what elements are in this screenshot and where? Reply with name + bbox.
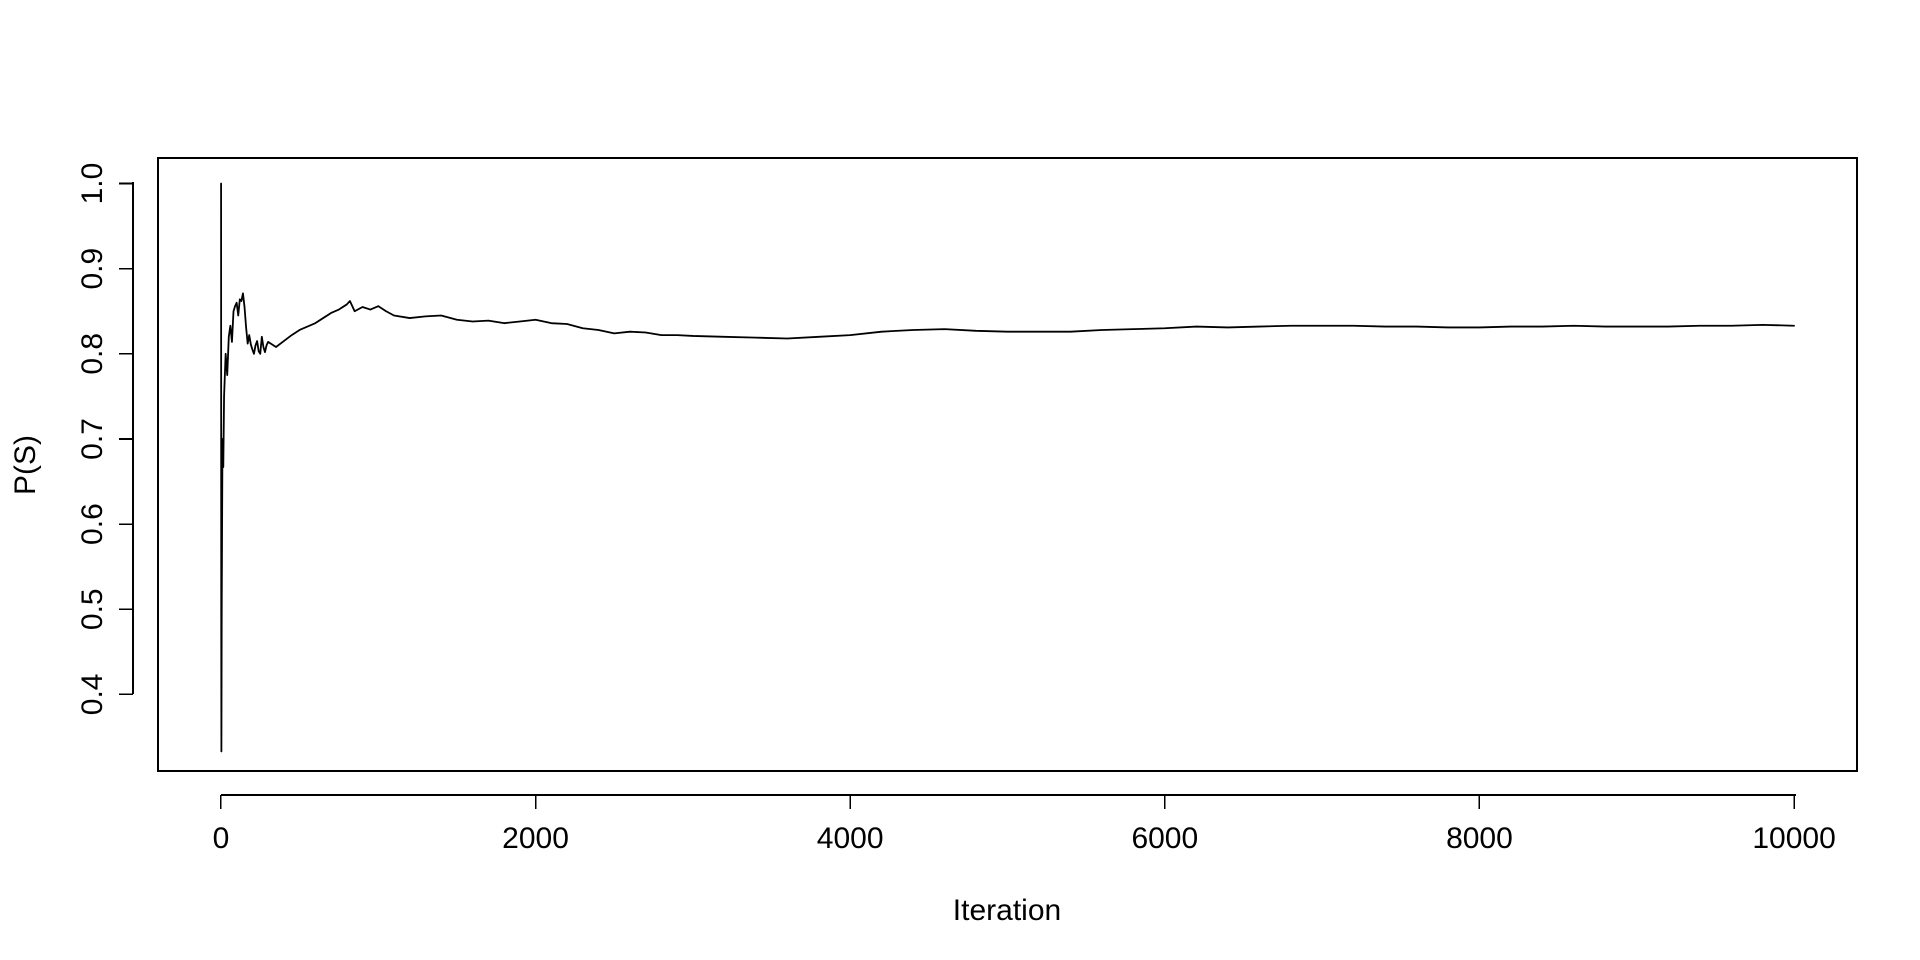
- x-tick-label: 6000: [1131, 822, 1198, 855]
- y-axis-title: P(S): [9, 435, 42, 495]
- y-tick-label: 0.8: [76, 333, 109, 375]
- y-tick-label: 0.7: [76, 418, 109, 460]
- y-tick-label: 0.5: [76, 588, 109, 630]
- x-axis-title: Iteration: [953, 894, 1061, 927]
- x-tick-label: 10000: [1752, 822, 1835, 855]
- y-tick-label: 0.4: [76, 674, 109, 716]
- x-tick-label: 2000: [502, 822, 569, 855]
- y-tick-label: 1.0: [76, 163, 109, 205]
- y-tick-label: 0.6: [76, 503, 109, 545]
- x-axis: 0 2000 4000 6000 8000 10000: [213, 794, 1836, 855]
- x-tick-label: 0: [213, 822, 230, 855]
- x-tick-label: 8000: [1446, 822, 1513, 855]
- x-tick-label: 4000: [817, 822, 884, 855]
- plot-frame: [157, 157, 1858, 772]
- y-axis: 0.4 0.5 0.6 0.7 0.8 0.9 1.0: [76, 163, 134, 716]
- series-line: [220, 182, 1795, 753]
- y-tick-label: 0.9: [76, 248, 109, 290]
